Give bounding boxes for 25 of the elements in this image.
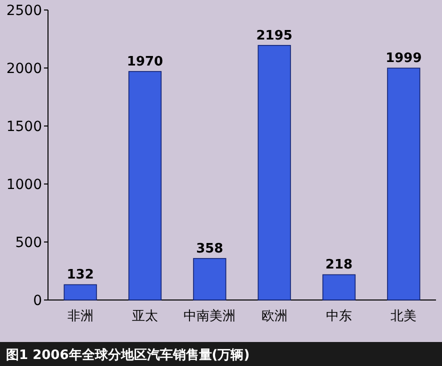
data-label: 2195 [256, 28, 292, 44]
x-tick-label: 中南美洲 [184, 308, 236, 324]
bar [322, 274, 356, 300]
y-tick-label: 500 [15, 235, 42, 251]
y-tick-label: 2000 [6, 61, 42, 77]
x-tick-label: 非洲 [67, 309, 94, 324]
y-tick-label: 2500 [6, 3, 42, 19]
y-tick-label: 1000 [6, 177, 42, 193]
data-label: 1970 [126, 54, 164, 70]
data-label: 1999 [386, 51, 422, 66]
data-label: 358 [196, 241, 224, 256]
bar [258, 44, 291, 300]
bar [387, 68, 420, 300]
bar [193, 258, 226, 300]
y-tick-label: 1500 [6, 119, 42, 135]
x-tick-label: 欧洲 [261, 309, 288, 324]
data-label: 132 [66, 268, 94, 283]
x-tick-label: 亚太 [132, 309, 158, 324]
x-tick-label: 中东 [326, 309, 352, 324]
bar [64, 284, 97, 300]
data-label: 218 [325, 258, 353, 273]
bar [128, 71, 162, 300]
x-tick-label: 北美 [390, 308, 417, 324]
title-band: 图1 2006年全球分地区汽车销售量(万辆) [0, 342, 442, 366]
y-tick-label: 0 [33, 293, 42, 309]
